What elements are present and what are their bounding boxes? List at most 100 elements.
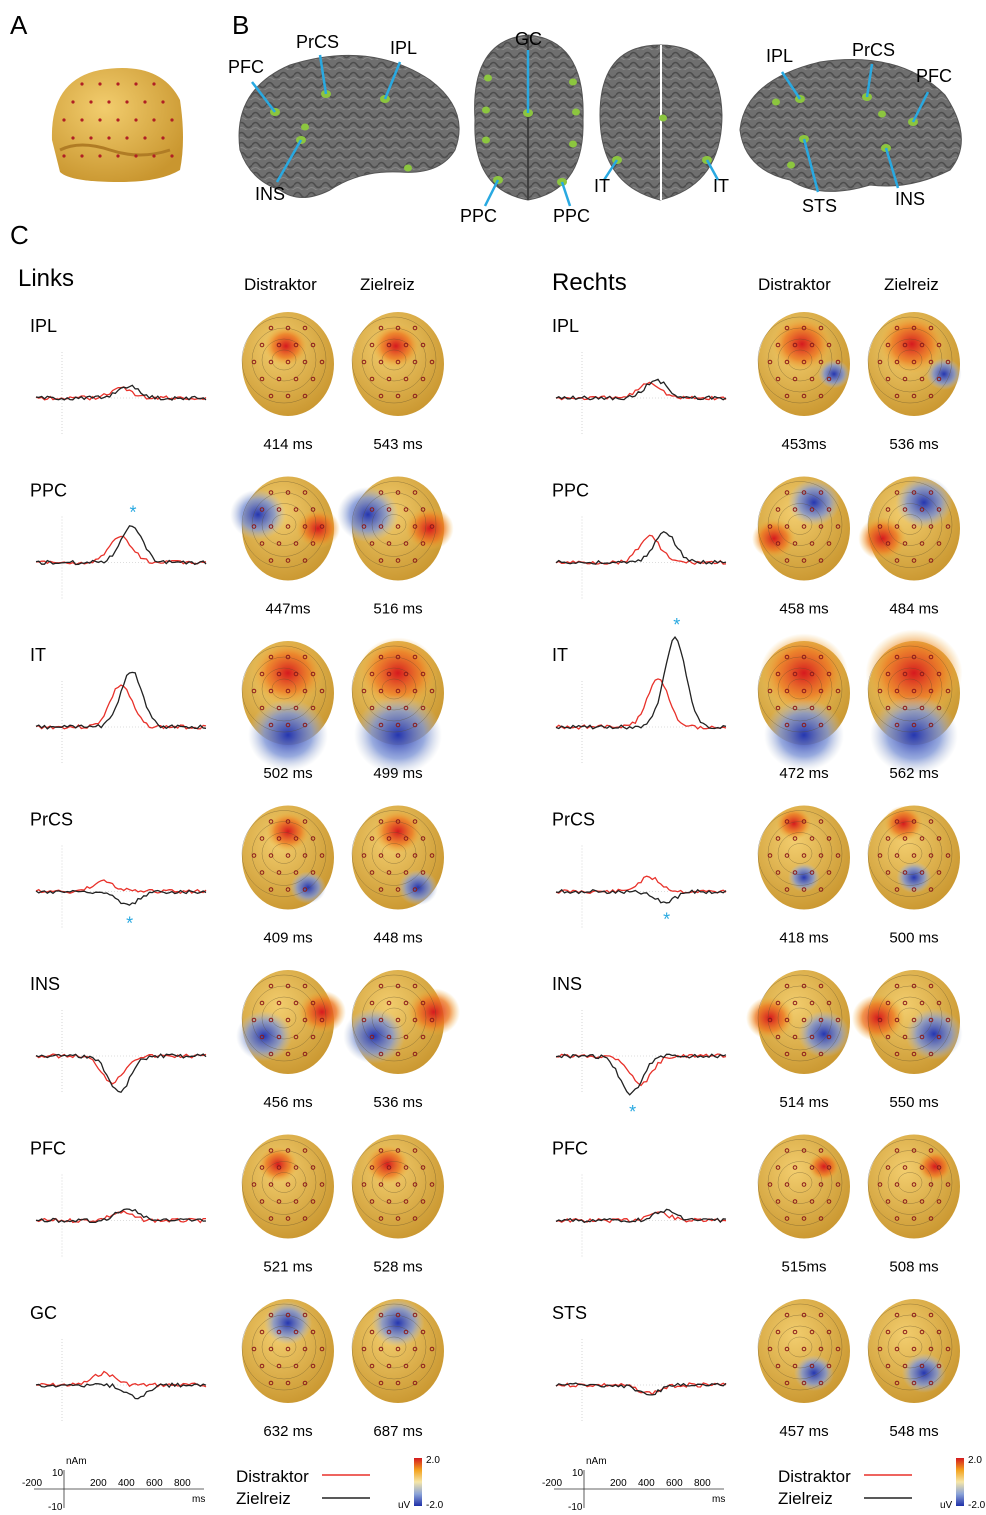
region-label: PPC <box>30 481 67 501</box>
topo-electrode <box>293 1165 299 1170</box>
topo-electrode <box>420 1165 426 1170</box>
topo-electrode <box>775 541 781 546</box>
topo-electrode <box>285 722 291 728</box>
topo-isoline <box>757 316 843 404</box>
topo-electrode <box>919 705 925 711</box>
topo-electrode <box>877 1182 883 1187</box>
topo-electrode <box>902 836 908 841</box>
region-label: PPC <box>552 481 589 501</box>
topo-electrode <box>877 1017 883 1023</box>
latency-distraktor: 458 ms <box>779 601 828 618</box>
callout-line <box>602 159 619 181</box>
topo-electrode <box>403 1034 409 1040</box>
topo-electrode <box>386 376 392 382</box>
topo-electrode <box>911 722 917 728</box>
topo-electrode <box>928 1380 934 1386</box>
scale-x-unit: ms <box>192 1494 205 1505</box>
topo-electrode <box>403 1329 409 1335</box>
topo-electrode <box>412 1017 418 1023</box>
topo-negative <box>895 476 953 529</box>
topo-electrode <box>386 705 392 711</box>
topo-electrode <box>395 1148 401 1153</box>
topo-electrode <box>928 654 934 660</box>
topo-electrode <box>429 1017 435 1023</box>
latency-distraktor: 447ms <box>265 601 310 618</box>
zielreiz-trace <box>555 378 727 401</box>
distraktor-trace <box>35 684 207 730</box>
zielreiz-trace <box>35 889 207 906</box>
topo-isoline <box>241 810 327 897</box>
electrode-dot <box>152 118 156 122</box>
source-dot <box>878 110 886 118</box>
topo-electrode <box>293 1329 299 1335</box>
topo-electrode <box>285 853 291 858</box>
topo-positive <box>808 1152 840 1181</box>
source-dot <box>482 136 490 144</box>
topo-electrode <box>378 1182 384 1187</box>
distraktor-trace <box>35 1370 207 1388</box>
electrode-dot <box>116 82 120 86</box>
topo-electrode <box>310 1199 316 1204</box>
topo-electrode <box>928 853 934 858</box>
topo-isoline <box>757 645 843 733</box>
legend-left: Distraktor Zielreiz <box>236 1467 370 1508</box>
brain-label: PrCS <box>296 32 339 52</box>
brain-label: IPL <box>390 38 417 58</box>
right-row-ppc: PPC 458 ms 484 ms <box>552 476 960 618</box>
topo-electrode <box>826 507 832 512</box>
topo-electrode <box>386 541 392 546</box>
topo-electrode <box>302 558 308 563</box>
region-label: STS <box>552 1303 587 1323</box>
topo-electrode <box>809 836 815 841</box>
latency-zielreiz: 536 ms <box>373 1094 422 1111</box>
topo-electrode <box>784 1148 790 1153</box>
topo-electrode <box>902 1329 908 1335</box>
topo-electrode <box>894 1380 900 1386</box>
topo-electrode <box>302 887 308 892</box>
scale-y-max: 10 <box>572 1468 584 1479</box>
topo-isoline <box>877 656 943 722</box>
right-row-prcs: PrCS * 418 ms 500 ms <box>552 805 960 947</box>
topo-electrode <box>268 359 274 365</box>
scale-x-tick: 600 <box>146 1478 163 1489</box>
topo-isoline <box>361 985 427 1051</box>
topo-isoline <box>251 327 317 393</box>
topo-electrode <box>276 836 282 841</box>
topo-electrode <box>293 1363 299 1369</box>
topo-electrode <box>928 490 934 495</box>
topo-electrode <box>378 490 384 495</box>
topo-electrode <box>378 1216 384 1221</box>
topo-electrode <box>894 1346 900 1352</box>
topo-electrode <box>378 1312 384 1318</box>
right-row-pfc: PFC 515ms 508 ms <box>552 1134 960 1276</box>
topo-electrode <box>936 342 942 348</box>
topo-electrode <box>395 722 401 728</box>
topo-isoline <box>767 327 833 393</box>
zielreiz-trace <box>555 1208 727 1224</box>
topo-electrode <box>894 1017 900 1023</box>
topo-electrode <box>403 705 409 711</box>
topo-isoline <box>351 974 437 1062</box>
left-row-ppc: PPC * 447ms 516 ms <box>30 476 454 618</box>
topo-isoline <box>757 1303 843 1391</box>
topo-electrode <box>809 1199 815 1204</box>
topo-electrode <box>259 836 265 841</box>
electrode-dot <box>170 154 174 158</box>
topo-electrode <box>386 836 392 841</box>
topo-electrode <box>945 853 951 858</box>
topo-electrode <box>378 1017 384 1023</box>
zielreiz-trace <box>555 1053 727 1096</box>
electrode-dot <box>134 154 138 158</box>
topo-electrode <box>792 705 798 711</box>
topo-electrode <box>911 1216 917 1221</box>
latency-distraktor: 414 ms <box>263 436 312 453</box>
topo-electrode <box>412 359 418 365</box>
topo-electrode <box>809 870 815 875</box>
zielreiz-trace <box>555 636 727 730</box>
topo-electrode <box>276 342 282 348</box>
panel-letter-a: A <box>10 10 28 40</box>
electrode-dot <box>161 136 165 140</box>
topo-positive <box>258 1146 298 1183</box>
topo-electrode <box>826 705 832 711</box>
scale-x-unit: ms <box>712 1494 725 1505</box>
